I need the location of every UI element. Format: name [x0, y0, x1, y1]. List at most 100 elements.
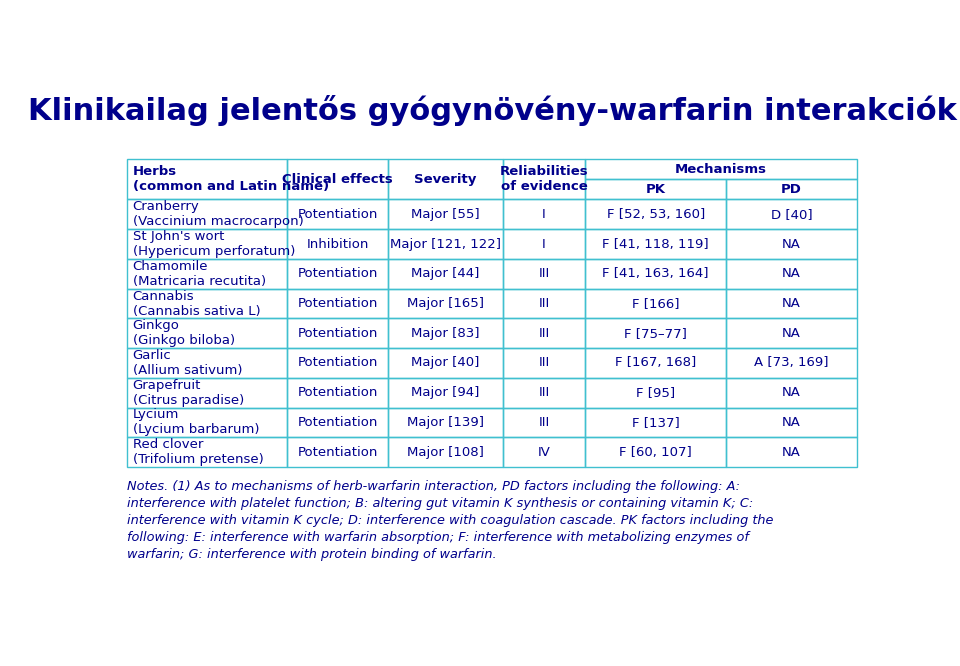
Text: Major [55]: Major [55]	[411, 208, 480, 220]
Bar	[727, 179, 856, 199]
Bar	[128, 318, 287, 348]
Bar	[287, 318, 388, 348]
Bar	[388, 438, 503, 467]
Text: Ginkgo
(Ginkgo biloba): Ginkgo (Ginkgo biloba)	[132, 319, 235, 347]
Bar	[287, 288, 388, 318]
Bar	[128, 348, 287, 378]
Bar	[727, 259, 856, 288]
Bar	[585, 259, 727, 288]
Text: F [95]: F [95]	[636, 386, 675, 399]
Bar	[727, 408, 856, 438]
Bar	[388, 159, 503, 199]
Bar	[287, 229, 388, 259]
Text: PK: PK	[646, 183, 665, 196]
Bar	[128, 159, 287, 199]
Bar	[585, 438, 727, 467]
Bar	[388, 348, 503, 378]
Bar	[388, 259, 503, 288]
Bar	[727, 438, 856, 467]
Bar	[388, 199, 503, 229]
Bar	[503, 438, 585, 467]
Text: Potentiation: Potentiation	[298, 416, 378, 429]
Bar	[388, 288, 503, 318]
Text: Cannabis
(Cannabis sativa L): Cannabis (Cannabis sativa L)	[132, 290, 260, 318]
Text: Mechanisms: Mechanisms	[675, 163, 767, 176]
Text: PD: PD	[781, 183, 802, 196]
Bar	[727, 348, 856, 378]
Text: Clinical effects: Clinical effects	[282, 173, 393, 186]
Bar	[128, 408, 287, 438]
Bar	[128, 259, 287, 288]
Text: III: III	[539, 356, 550, 370]
Text: Major [108]: Major [108]	[407, 446, 484, 459]
Text: Garlic
(Allium sativum): Garlic (Allium sativum)	[132, 349, 242, 377]
Bar	[503, 378, 585, 408]
Text: NA: NA	[782, 267, 801, 280]
Text: Potentiation: Potentiation	[298, 208, 378, 220]
Text: Klinikailag jelentős gyógynövény-warfarin interakciók: Klinikailag jelentős gyógynövény-warfari…	[28, 95, 956, 127]
Text: Major [165]: Major [165]	[407, 297, 484, 310]
Text: Red clover
(Trifolium pretense): Red clover (Trifolium pretense)	[132, 438, 263, 466]
Bar	[503, 259, 585, 288]
Bar	[503, 348, 585, 378]
Text: F [166]: F [166]	[632, 297, 680, 310]
Text: NA: NA	[782, 446, 801, 459]
Bar	[287, 348, 388, 378]
Bar	[727, 288, 856, 318]
Bar	[727, 378, 856, 408]
Bar	[585, 199, 727, 229]
Text: Herbs
(common and Latin name): Herbs (common and Latin name)	[132, 165, 328, 193]
Text: Grapefruit
(Citrus paradise): Grapefruit (Citrus paradise)	[132, 379, 244, 407]
Bar	[585, 348, 727, 378]
Text: Cranberry
(Vaccinium macrocarpon): Cranberry (Vaccinium macrocarpon)	[132, 200, 303, 228]
Bar	[585, 378, 727, 408]
Bar	[503, 229, 585, 259]
Bar	[287, 438, 388, 467]
Text: III: III	[539, 327, 550, 340]
Text: Potentiation: Potentiation	[298, 267, 378, 280]
Text: NA: NA	[782, 386, 801, 399]
Bar	[503, 408, 585, 438]
Bar	[503, 199, 585, 229]
Text: Severity: Severity	[415, 173, 477, 186]
Bar	[503, 159, 585, 199]
Text: Inhibition: Inhibition	[306, 238, 369, 250]
Bar	[388, 378, 503, 408]
Bar	[727, 199, 856, 229]
Bar	[727, 229, 856, 259]
Bar	[585, 229, 727, 259]
Text: NA: NA	[782, 416, 801, 429]
Text: F [75–77]: F [75–77]	[624, 327, 687, 340]
Bar	[503, 288, 585, 318]
Text: Lycium
(Lycium barbarum): Lycium (Lycium barbarum)	[132, 408, 259, 436]
Bar	[585, 288, 727, 318]
Text: Potentiation: Potentiation	[298, 446, 378, 459]
Bar	[585, 408, 727, 438]
Text: F [167, 168]: F [167, 168]	[615, 356, 696, 370]
Text: Chamomile
(Matricaria recutita): Chamomile (Matricaria recutita)	[132, 260, 266, 288]
Bar	[287, 378, 388, 408]
Text: St John's wort
(Hypericum perforatum): St John's wort (Hypericum perforatum)	[132, 230, 295, 258]
Text: IV: IV	[538, 446, 550, 459]
Text: III: III	[539, 267, 550, 280]
Text: A [73, 169]: A [73, 169]	[755, 356, 828, 370]
Bar	[128, 438, 287, 467]
Text: F [41, 163, 164]: F [41, 163, 164]	[603, 267, 708, 280]
Text: NA: NA	[782, 297, 801, 310]
Bar	[585, 159, 856, 179]
Text: NA: NA	[782, 238, 801, 250]
Text: Potentiation: Potentiation	[298, 297, 378, 310]
Bar	[287, 199, 388, 229]
Text: Major [44]: Major [44]	[411, 267, 480, 280]
Bar	[128, 229, 287, 259]
Text: Potentiation: Potentiation	[298, 386, 378, 399]
Bar	[287, 159, 388, 199]
Text: III: III	[539, 386, 550, 399]
Text: Notes. (1) As to mechanisms of herb-warfarin interaction, PD factors including t: Notes. (1) As to mechanisms of herb-warf…	[128, 480, 774, 561]
Bar	[128, 288, 287, 318]
Text: F [60, 107]: F [60, 107]	[619, 446, 692, 459]
Text: III: III	[539, 297, 550, 310]
Bar	[287, 259, 388, 288]
Bar	[727, 318, 856, 348]
Bar	[388, 229, 503, 259]
